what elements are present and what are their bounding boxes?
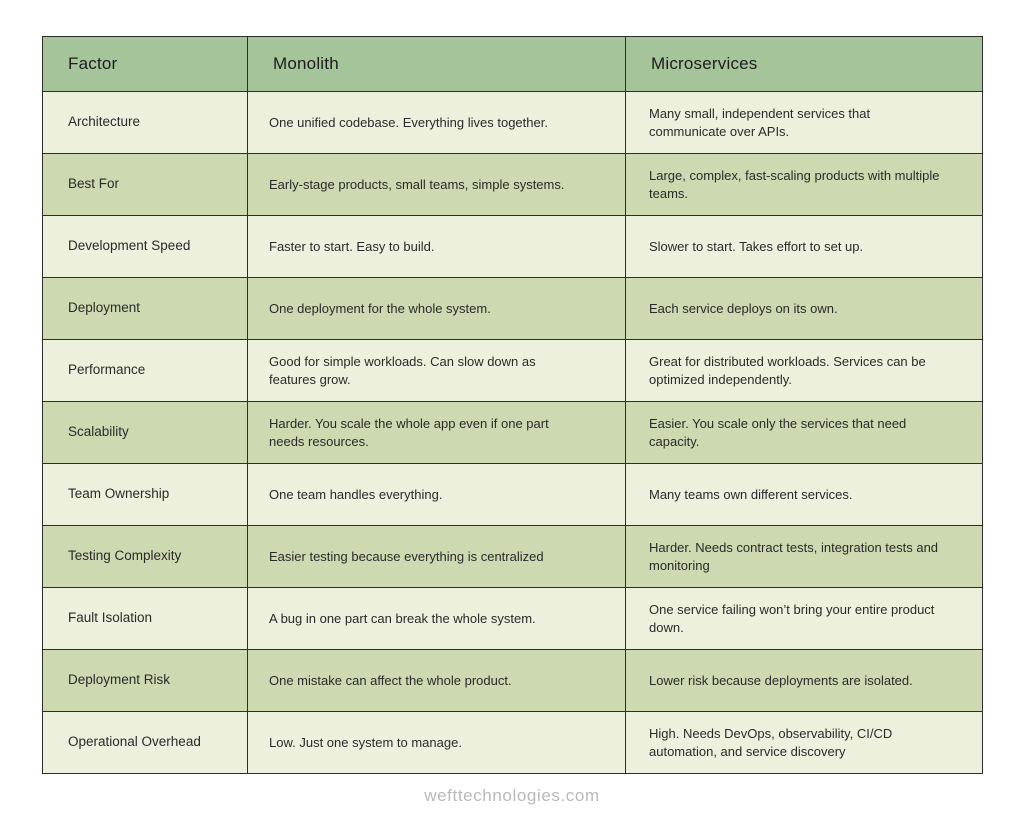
factor-cell: Best For	[42, 153, 248, 216]
header-row: Factor Monolith Microservices	[42, 36, 983, 92]
microservices-cell: Great for distributed workloads. Service…	[625, 339, 983, 402]
table-row: Deployment Risk One mistake can affect th…	[42, 649, 983, 712]
microservices-cell: Slower to start. Takes effort to set up.	[625, 215, 983, 278]
monolith-cell: Early-stage products, small teams, simpl…	[247, 153, 626, 216]
microservices-cell: High. Needs DevOps, observability, CI/CD…	[625, 711, 983, 774]
microservices-cell: Many small, independent services that co…	[625, 91, 983, 154]
factor-cell: Testing Complexity	[42, 525, 248, 588]
microservices-cell: Many teams own different services.	[625, 463, 983, 526]
table-row: Performance Good for simple workloads. Ca…	[42, 339, 983, 402]
table-row: Team Ownership One team handles everythin…	[42, 463, 983, 526]
table-row: Best For Early-stage products, small team…	[42, 153, 983, 216]
factor-cell: Development Speed	[42, 215, 248, 278]
microservices-cell: Easier. You scale only the services that…	[625, 401, 983, 464]
table-row: Development Speed Faster to start. Easy t…	[42, 215, 983, 278]
table-row: Testing Complexity Easier testing because…	[42, 525, 983, 588]
microservices-cell: Harder. Needs contract tests, integratio…	[625, 525, 983, 588]
comparison-table: Factor Monolith Microservices Architectu…	[42, 36, 983, 774]
factor-cell: Deployment	[42, 277, 248, 340]
factor-cell: Performance	[42, 339, 248, 402]
table-row: Deployment One deployment for the whole s…	[42, 277, 983, 340]
microservices-cell: One service failing won’t bring your ent…	[625, 587, 983, 650]
factor-cell: Deployment Risk	[42, 649, 248, 712]
monolith-cell: One unified codebase. Everything lives t…	[247, 91, 626, 154]
monolith-cell: One deployment for the whole system.	[247, 277, 626, 340]
monolith-cell: Harder. You scale the whole app even if …	[247, 401, 626, 464]
header-factor: Factor	[42, 36, 248, 92]
factor-cell: Team Ownership	[42, 463, 248, 526]
table-row: Operational Overhead Low. Just one system…	[42, 711, 983, 774]
table-row: Architecture One unified codebase. Everyt…	[42, 91, 983, 154]
table-header: Factor Monolith Microservices	[42, 36, 983, 92]
table-row: Fault Isolation A bug in one part can bre…	[42, 587, 983, 650]
header-monolith: Monolith	[247, 36, 626, 92]
header-microservices: Microservices	[625, 36, 983, 92]
monolith-cell: Low. Just one system to manage.	[247, 711, 626, 774]
monolith-cell: Faster to start. Easy to build.	[247, 215, 626, 278]
factor-cell: Operational Overhead	[42, 711, 248, 774]
comparison-table-body: Architecture One unified codebase. Everyt…	[42, 91, 983, 774]
monolith-cell: Good for simple workloads. Can slow down…	[247, 339, 626, 402]
monolith-cell: Easier testing because everything is cen…	[247, 525, 626, 588]
monolith-cell: One team handles everything.	[247, 463, 626, 526]
monolith-cell: One mistake can affect the whole product…	[247, 649, 626, 712]
factor-cell: Scalability	[42, 401, 248, 464]
table-row: Scalability Harder. You scale the whole a…	[42, 401, 983, 464]
factor-cell: Fault Isolation	[42, 587, 248, 650]
microservices-cell: Lower risk because deployments are isola…	[625, 649, 983, 712]
monolith-cell: A bug in one part can break the whole sy…	[247, 587, 626, 650]
footer-watermark: wefttechnologies.com	[424, 786, 600, 805]
microservices-cell: Large, complex, fast-scaling products wi…	[625, 153, 983, 216]
factor-cell: Architecture	[42, 91, 248, 154]
microservices-cell: Each service deploys on its own.	[625, 277, 983, 340]
